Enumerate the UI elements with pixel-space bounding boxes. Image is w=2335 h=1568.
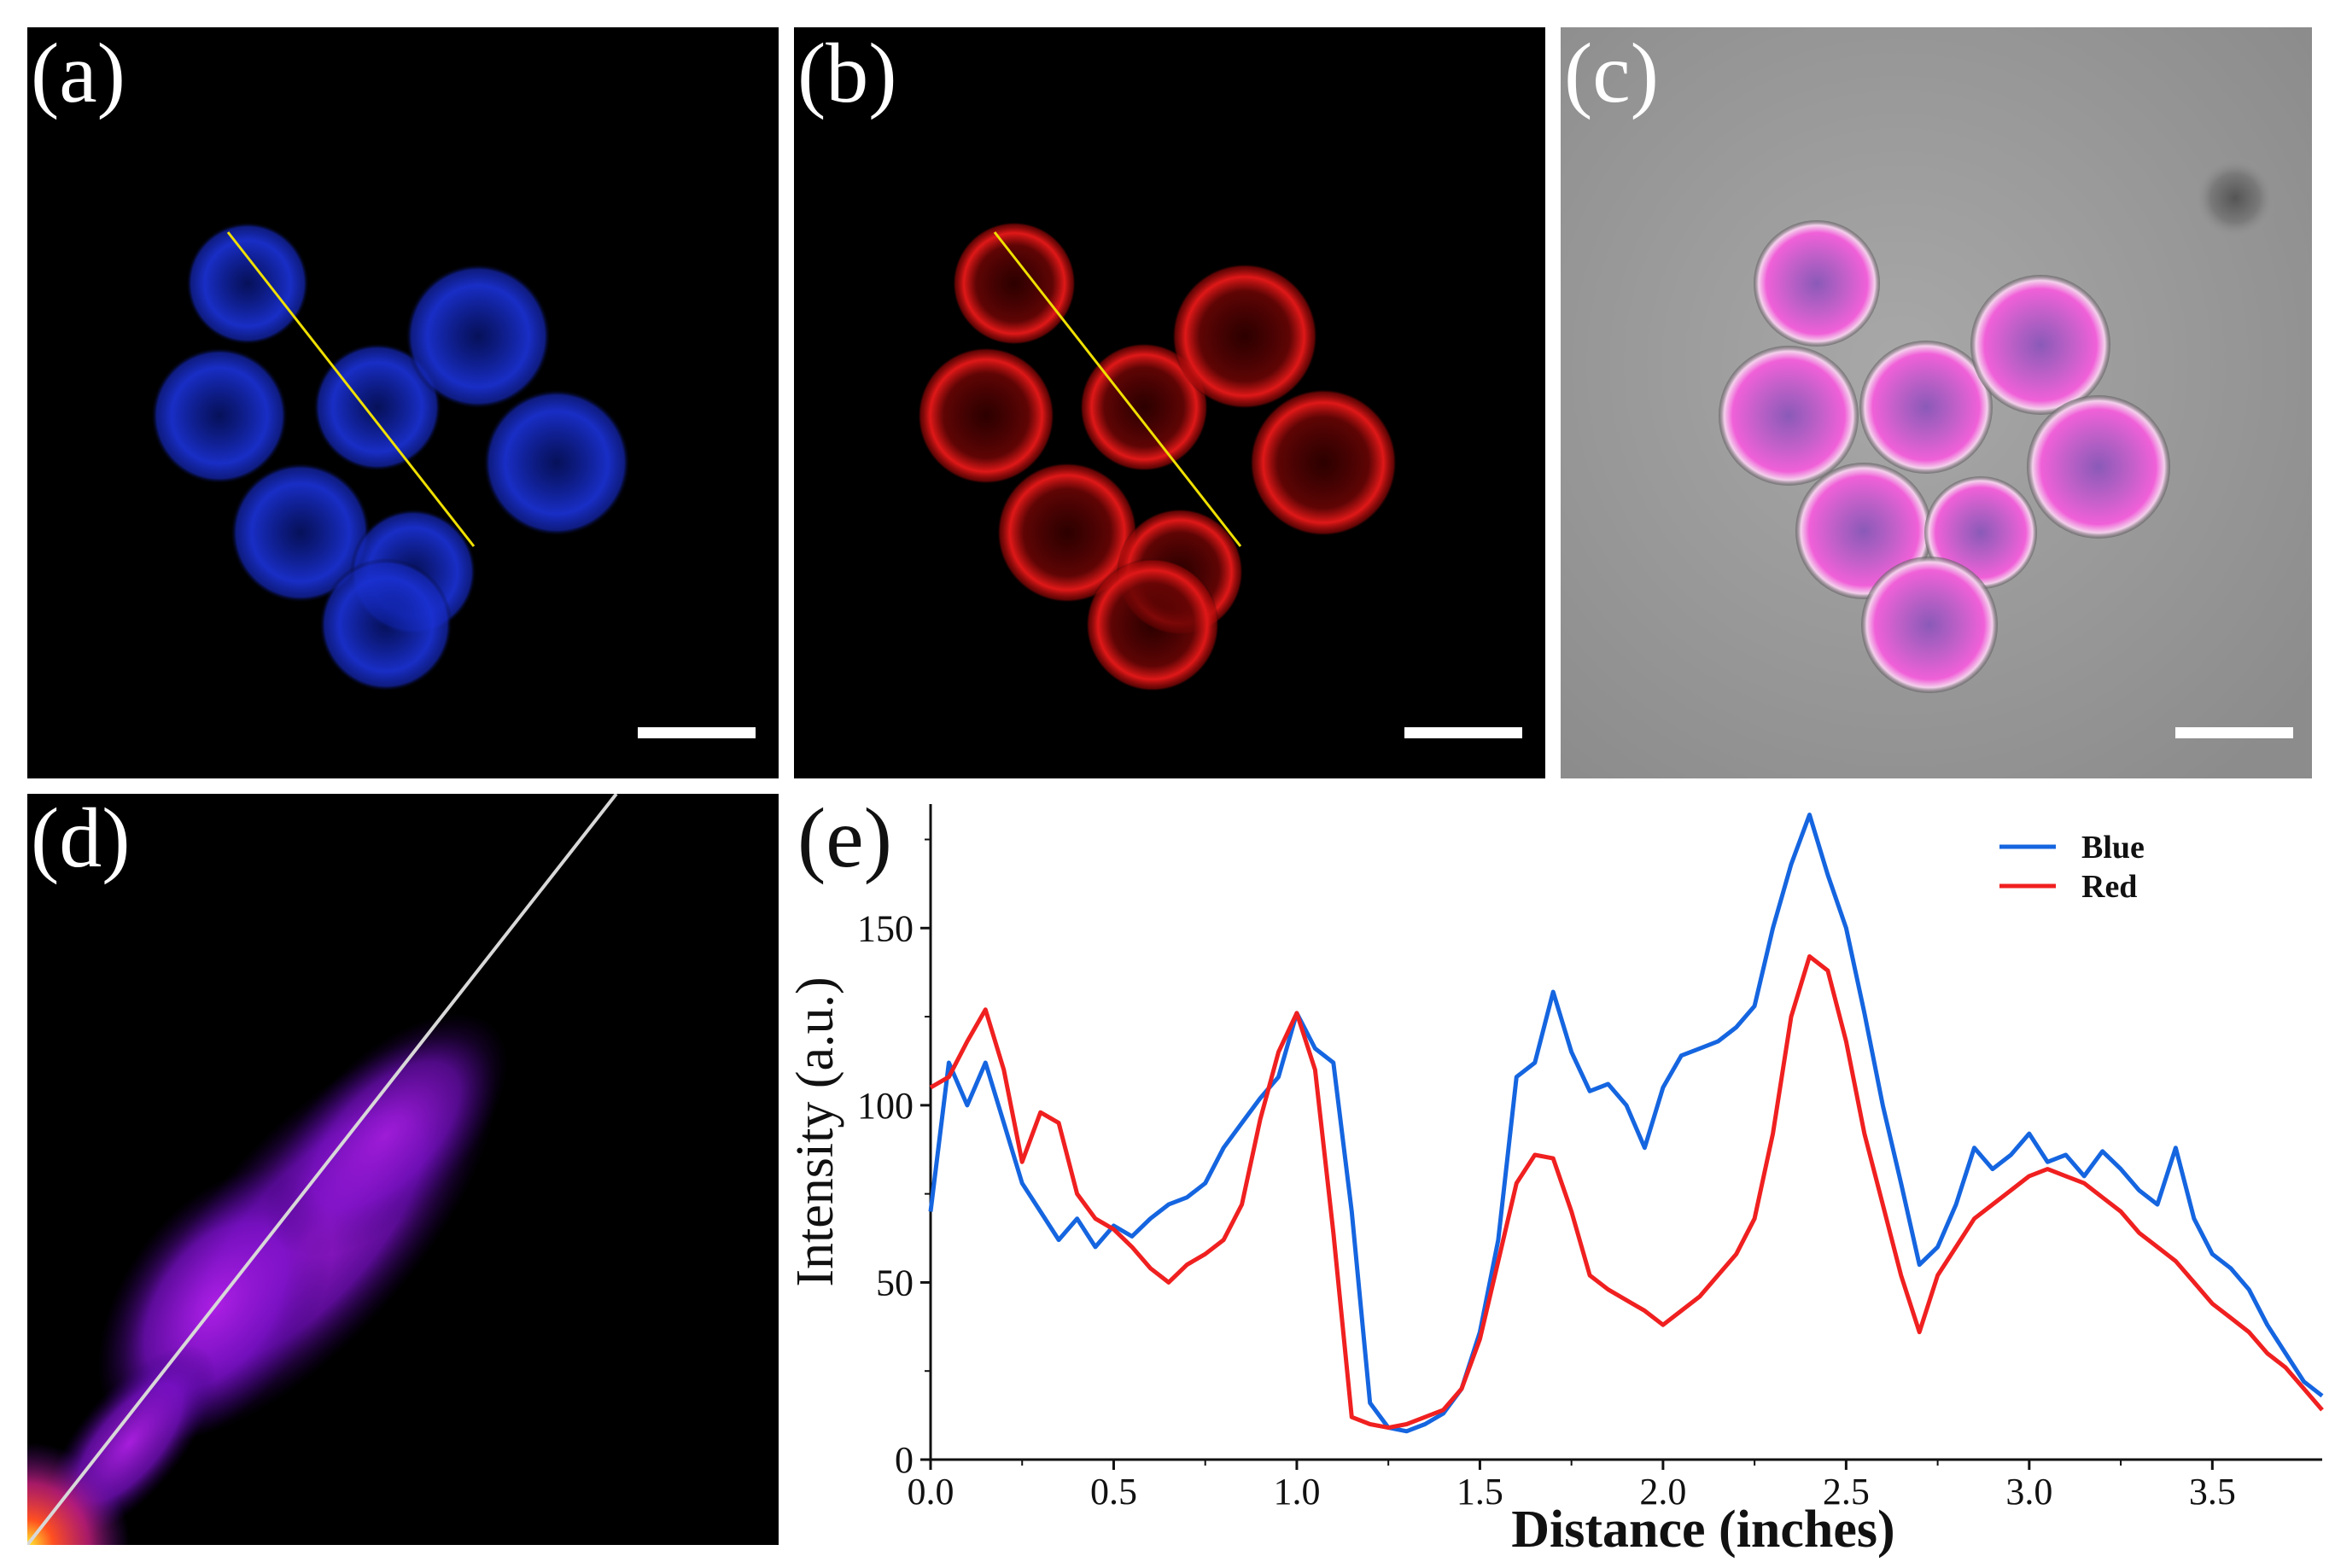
chart-series	[928, 813, 2324, 1434]
y-tick-label: 150	[857, 907, 914, 949]
red-cells	[918, 222, 1397, 691]
chart-svg: 0.0 0.5 1.0 1.5 2.0 2.5 3.0 3.5 0 50 100 150 Blue R…	[794, 804, 2324, 1559]
panel-label-b: (b)	[797, 26, 897, 120]
x-tick-label: 0.5	[1090, 1471, 1137, 1513]
x-tick-label: 0.0	[908, 1471, 954, 1513]
scale-bar-a	[638, 727, 756, 738]
panel-a-blue-channel	[27, 27, 779, 778]
debris-spot	[2194, 157, 2276, 239]
panel-e-intensity-chart: 0.0 0.5 1.0 1.5 2.0 2.5 3.0 3.5 0 50 100 150 Blue R…	[794, 794, 2335, 1568]
legend-label-blue: Blue	[2081, 830, 2145, 866]
x-tick-label: 3.0	[2005, 1471, 2052, 1513]
x-axis-title: Distance (inches)	[1511, 1501, 1894, 1559]
x-tick-label: 2.0	[1639, 1471, 1686, 1513]
panel-b-red-channel	[794, 27, 1545, 778]
scale-bar-c	[2175, 727, 2293, 738]
x-tick-label: 1.5	[1456, 1471, 1503, 1513]
line-profile-b	[993, 231, 1242, 547]
y-axis-title: Intensity (a.u.)	[794, 976, 844, 1286]
y-tick-label: 100	[857, 1085, 914, 1127]
merged-cells	[1719, 220, 2170, 693]
line-profile-a	[226, 231, 476, 547]
panel-c-merged-brightfield	[1561, 27, 2312, 778]
blue-cells	[151, 222, 630, 691]
x-tick-label: 1.0	[1273, 1471, 1320, 1513]
panel-label-d: (d)	[31, 790, 131, 885]
panel-label-c: (c)	[1564, 26, 1659, 120]
panel-label-e: (e)	[797, 790, 892, 885]
regression-line	[27, 794, 618, 1545]
chart-legend: Blue Red	[1999, 830, 2145, 905]
legend-label-red: Red	[2081, 869, 2137, 905]
panel-d-colocalization-scatter	[27, 794, 779, 1545]
x-tick-label: 2.5	[1823, 1471, 1870, 1513]
x-tick-label: 3.5	[2189, 1471, 2236, 1513]
series-line-red	[929, 954, 2324, 1431]
scale-bar-b	[1404, 727, 1522, 738]
y-tick-label: 50	[876, 1262, 914, 1303]
y-tick-label: 0	[895, 1439, 914, 1481]
scatter-cloud	[27, 1013, 508, 1545]
panel-label-a: (a)	[31, 26, 126, 120]
series-line-blue	[928, 813, 2324, 1434]
chart-axes: 0.0 0.5 1.0 1.5 2.0 2.5 3.0 3.5 0 50 100 150	[857, 804, 2322, 1513]
